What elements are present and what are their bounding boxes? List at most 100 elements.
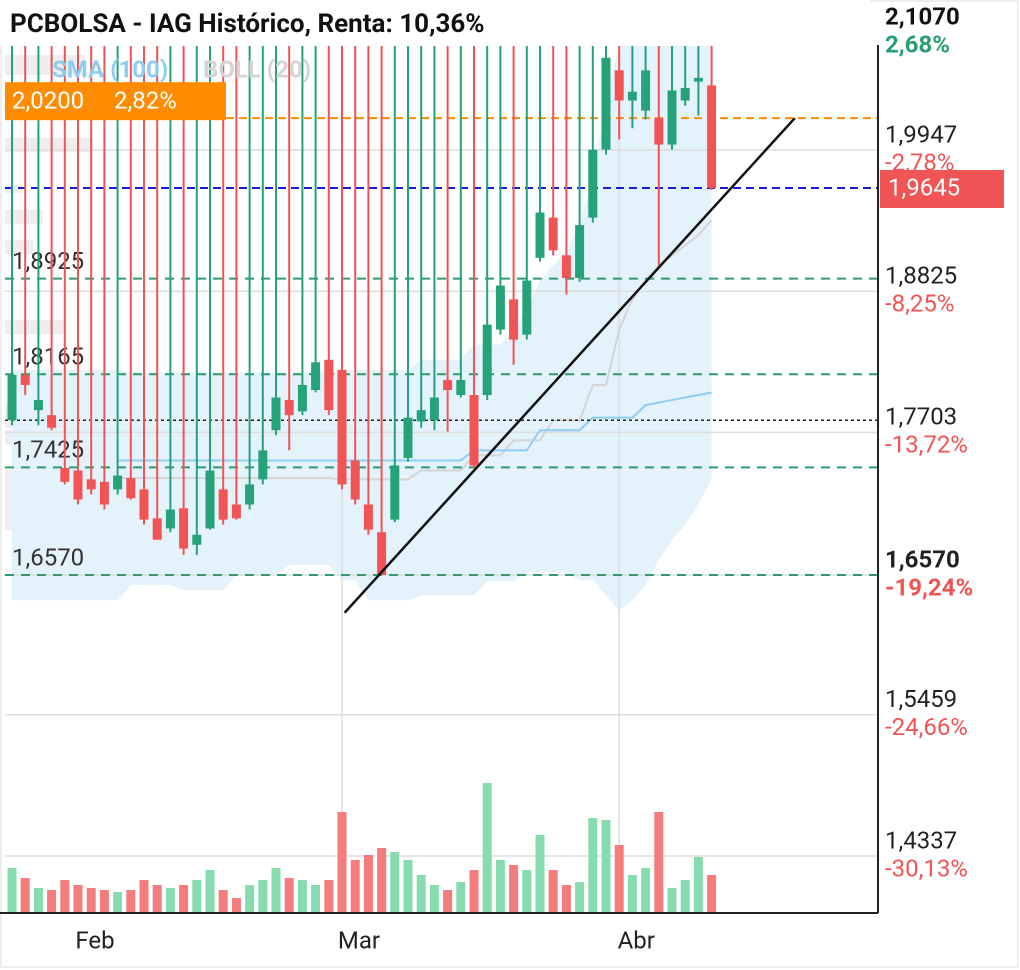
volume-bar xyxy=(271,868,281,913)
candle-body xyxy=(218,489,228,520)
candle-body xyxy=(575,225,585,278)
candle-body xyxy=(495,285,505,330)
candle-body xyxy=(311,362,321,390)
candle-body xyxy=(416,410,426,422)
candle-body xyxy=(139,489,149,520)
y-tick-label: 1,8825 xyxy=(885,262,957,290)
candle-body xyxy=(667,90,677,145)
volume-bar xyxy=(47,890,57,913)
candle-body xyxy=(522,280,532,335)
x-tick-label: Mar xyxy=(338,926,380,954)
alert-box xyxy=(5,82,226,121)
candle-body xyxy=(245,484,255,505)
chart-title: PCBOLSA - IAG Histórico, Renta: 10,36% xyxy=(10,9,485,39)
candle-body xyxy=(561,255,571,278)
candle-body xyxy=(73,470,83,500)
high-label: 2,1070 xyxy=(885,2,960,30)
volume-bar xyxy=(113,892,123,913)
volume-bar xyxy=(73,885,83,913)
candle-body xyxy=(377,532,387,575)
volume-bar xyxy=(231,898,241,913)
candle-body xyxy=(152,518,162,540)
volume-bar xyxy=(614,845,624,913)
volume-bar xyxy=(548,870,558,913)
volume-bar xyxy=(416,875,426,913)
volume-bar xyxy=(641,868,651,913)
candle-body xyxy=(337,369,347,485)
legend-boll: BOLL (20) xyxy=(203,55,311,83)
level-label: 1,8925 xyxy=(12,247,84,275)
volume-bar xyxy=(363,855,373,913)
volume-bar xyxy=(667,888,677,913)
volume-bar xyxy=(575,882,585,913)
candle-body xyxy=(363,504,373,530)
candle-body xyxy=(350,460,360,500)
volume-bar xyxy=(561,885,571,913)
y-tick-label: 1,4337 xyxy=(885,826,957,854)
volume-bar xyxy=(588,818,598,913)
current-price-box xyxy=(880,170,1004,209)
volume-bar xyxy=(139,880,149,913)
candle-body xyxy=(680,87,690,101)
candle-body xyxy=(509,299,519,340)
volume-bar xyxy=(522,870,532,913)
volume-bar xyxy=(337,812,347,913)
volume-bar xyxy=(86,888,96,913)
volume-bar xyxy=(165,888,175,913)
volume-bar xyxy=(509,865,519,913)
candle-body xyxy=(47,415,57,428)
sma-line xyxy=(117,391,712,462)
volume-bar xyxy=(456,882,466,913)
candle-body xyxy=(627,91,637,101)
candle-body xyxy=(548,217,558,251)
candle-body xyxy=(86,479,96,490)
candle-body xyxy=(429,397,439,421)
candle-body xyxy=(614,70,624,101)
trendline xyxy=(343,117,796,614)
candle-body xyxy=(179,508,189,549)
volume-bar xyxy=(245,885,255,913)
candle-body xyxy=(601,57,611,150)
volume-bar xyxy=(390,852,400,913)
y-tick-change: -30,13% xyxy=(885,854,968,882)
volume-bar xyxy=(680,880,690,913)
volume-bar xyxy=(495,860,505,913)
candle-body xyxy=(297,384,307,412)
candle-body xyxy=(126,478,136,499)
high-change: 2,68% xyxy=(885,30,950,58)
candle-body xyxy=(390,465,400,520)
candle-body xyxy=(60,468,70,482)
volume-bar xyxy=(297,880,307,913)
volume-bar xyxy=(152,885,162,913)
candle-body xyxy=(7,374,17,421)
legend-sma: SMA (100) xyxy=(52,55,168,83)
volume-bar xyxy=(192,880,202,913)
volume-bar xyxy=(205,870,215,913)
candle-body xyxy=(165,509,175,529)
candle-body xyxy=(271,397,281,431)
volume-bar xyxy=(126,890,136,913)
volume-bar xyxy=(403,860,413,913)
y-tick-label: 1,5459 xyxy=(885,685,957,713)
candle-body xyxy=(33,400,43,411)
y-tick-label: 1,6570 xyxy=(885,545,960,573)
alert-label: 2,0200 xyxy=(12,87,84,115)
volume-bar xyxy=(469,870,479,913)
volume-bar xyxy=(377,848,387,913)
volume-bar xyxy=(311,885,321,913)
volume-bar xyxy=(443,890,453,913)
candle-body xyxy=(443,379,453,390)
candle-body xyxy=(535,212,545,258)
volume-bar xyxy=(693,857,703,913)
candle-body xyxy=(641,70,651,111)
volume-bar xyxy=(99,890,109,913)
level-label: 1,8165 xyxy=(12,343,84,371)
x-tick-label: Abr xyxy=(618,926,655,954)
candle-body xyxy=(258,450,268,480)
y-tick-change: -13,72% xyxy=(885,431,968,459)
volume-bar xyxy=(482,783,492,913)
y-tick-change: -19,24% xyxy=(885,573,973,601)
volume-bar xyxy=(535,835,545,913)
candle-body xyxy=(205,470,215,529)
